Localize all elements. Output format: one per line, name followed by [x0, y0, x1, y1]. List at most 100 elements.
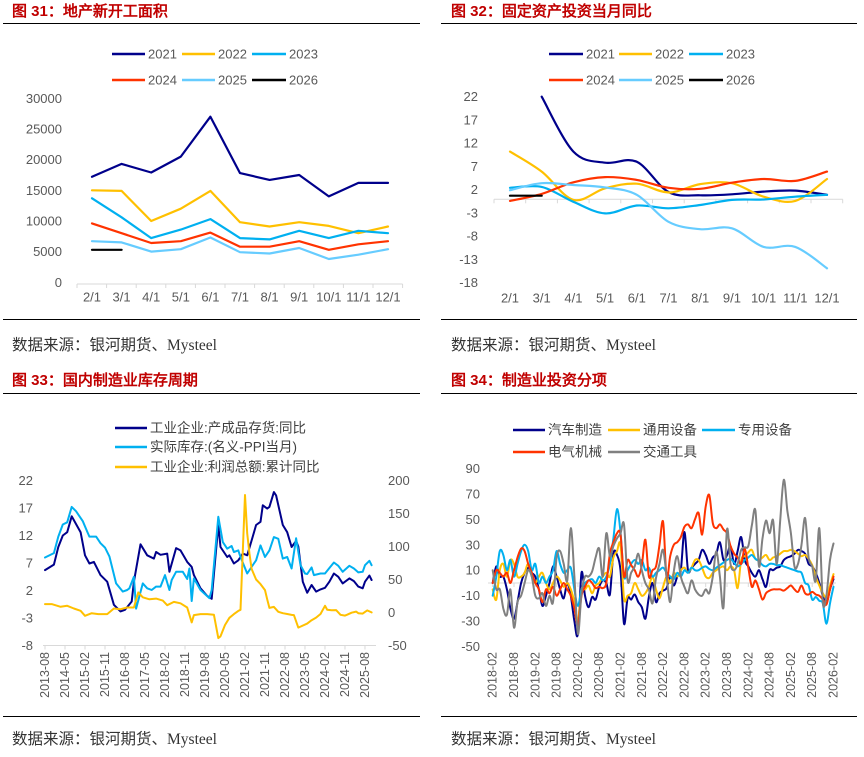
y-right-tick-label: -50 [388, 638, 407, 653]
legend-item: 2023 [252, 47, 318, 62]
legend-label: 2023 [289, 47, 318, 62]
series-lines [491, 478, 835, 638]
x-tick-label: 8/1 [261, 290, 279, 305]
chart-manufacturing-inventory-cycle: 22 17 12 7 2 -3 -8 200 150 100 50 0 -50 2013-08 2014-0… [19, 420, 410, 698]
y-tick-label: 30000 [26, 91, 62, 106]
legend-label: 交通工具 [643, 444, 697, 460]
legend-label: 实际库存:(名义-PPI当月) [150, 440, 297, 455]
y-tick-label: -8 [466, 229, 478, 244]
series-line-2024 [90, 222, 390, 251]
x-tick-label: 7/1 [659, 291, 677, 306]
legend-label: 汽车制造 [548, 422, 602, 438]
legend-item: 2024 [549, 73, 615, 88]
x-tick-label: 9/1 [290, 290, 308, 305]
x-tick-label: 2025-08 [358, 652, 372, 698]
x-tick-label: 2022-08 [278, 652, 292, 698]
legend-item: 2025 [619, 73, 684, 88]
figure-32-top-rule [441, 22, 857, 24]
series-line-2021 [90, 115, 390, 198]
x-tick-label: 2019-08 [550, 652, 564, 698]
figure-31-title: 图 31：地产新开工面积 [12, 3, 168, 20]
chart-legend: 2021 2022 2023 2024 2025 2026 [112, 47, 318, 88]
series-line-2025 [508, 181, 829, 270]
x-tick-label: 2013-08 [38, 652, 52, 698]
x-tick-label: 4/1 [564, 291, 582, 306]
x-tick-label: 2021-02 [238, 652, 252, 698]
y-right-tick-label: 50 [388, 572, 402, 587]
legend-item: 2024 [112, 73, 177, 88]
x-tick-label: 2015-02 [78, 652, 92, 698]
series-lines [508, 95, 829, 270]
series-line-5 [491, 478, 835, 636]
figure-32-source: 数据来源：银河期货、Mysteel [451, 337, 656, 354]
figure-34-top-rule [441, 392, 857, 394]
chart-legend: 2021 2022 2023 2024 2025 2026 [549, 47, 755, 88]
legend-label: 2021 [586, 47, 615, 62]
x-tick-label: 2021-08 [635, 652, 649, 698]
x-tick-label: 2024-02 [318, 652, 332, 698]
legend-label: 2026 [289, 73, 318, 88]
legend-label: 通用设备 [643, 422, 697, 438]
x-tick-label: 5/1 [172, 290, 190, 305]
x-tick-label: 2018-08 [507, 652, 521, 698]
legend-label: 电气机械 [548, 445, 602, 460]
y-right-tick-label: 200 [388, 473, 410, 488]
y-tick-label: -18 [459, 275, 478, 290]
y-right-tick-label: 100 [388, 539, 410, 554]
legend-item: 2025 [182, 73, 247, 88]
x-tick-label: 10/1 [316, 290, 341, 305]
x-tick-label: 2024-11 [338, 652, 352, 697]
series-lines [44, 491, 373, 640]
x-tick-label: 2018-11 [178, 652, 192, 697]
y-tick-label: 30 [466, 537, 480, 552]
x-tick-label: 11/1 [783, 291, 807, 306]
series-line-3 [491, 508, 835, 625]
x-tick-label: 7/1 [231, 290, 249, 305]
series-line-2024 [508, 170, 829, 202]
series-line-2025 [90, 236, 390, 261]
series-line-4 [491, 493, 835, 627]
y-tick-label: 0 [55, 275, 62, 290]
x-tick-label: 2017-05 [138, 652, 152, 698]
x-tick-label: 2020-08 [592, 652, 606, 698]
x-tick-label: 2021-11 [258, 652, 272, 697]
figure-32-bottom-rule [441, 318, 857, 320]
x-tick-label: 10/1 [751, 291, 776, 306]
legend-item: 交通工具 [608, 444, 697, 460]
x-tick-label: 2024-08 [763, 652, 777, 698]
legend-label: 2023 [726, 47, 755, 62]
y-tick-label: 7 [471, 159, 478, 174]
x-tick-label: 2025-02 [784, 652, 798, 698]
legend-label: 2021 [148, 47, 177, 62]
figure-33-source: 数据来源：银河期货、Mysteel [12, 731, 217, 748]
legend-item: 2026 [689, 73, 755, 88]
legend-item: 专用设备 [702, 422, 792, 438]
y-left-tick-label: -3 [21, 611, 33, 626]
y-tick-label: -10 [461, 588, 480, 603]
x-tick-label: 2/1 [501, 291, 519, 306]
y-tick-label: 70 [466, 486, 480, 501]
y-right-tick-label: 0 [388, 605, 395, 620]
x-tick-label: 2024-02 [741, 652, 755, 698]
x-tick-label: 2025-08 [805, 652, 819, 698]
figure-32-title: 图 32：固定资产投资当月同比 [451, 3, 652, 20]
x-tick-label: 2026-02 [827, 652, 841, 698]
y-tick-label: 90 [466, 461, 480, 476]
legend-item: 实际库存:(名义-PPI当月) [115, 440, 297, 455]
x-tick-label: 2022-08 [677, 652, 691, 698]
y-tick-label: 12 [464, 136, 478, 151]
figure-31-top-rule [3, 22, 420, 24]
x-tick-label: 2016-08 [118, 652, 132, 698]
legend-item: 电气机械 [513, 445, 602, 460]
legend-label: 2022 [655, 47, 684, 62]
y-right-tick-label: 150 [388, 506, 410, 521]
legend-item: 2021 [549, 47, 615, 62]
y-tick-label: 2 [471, 182, 478, 197]
legend-label: 工业企业:产成品存货:同比 [150, 420, 306, 436]
x-tick-label: 8/1 [691, 291, 709, 306]
series-line-3 [44, 494, 373, 640]
y-tick-label: 25000 [26, 121, 62, 136]
x-tick-label: 9/1 [723, 291, 741, 306]
legend-item: 2021 [112, 47, 177, 62]
x-tick-label: 2020-02 [571, 652, 585, 698]
